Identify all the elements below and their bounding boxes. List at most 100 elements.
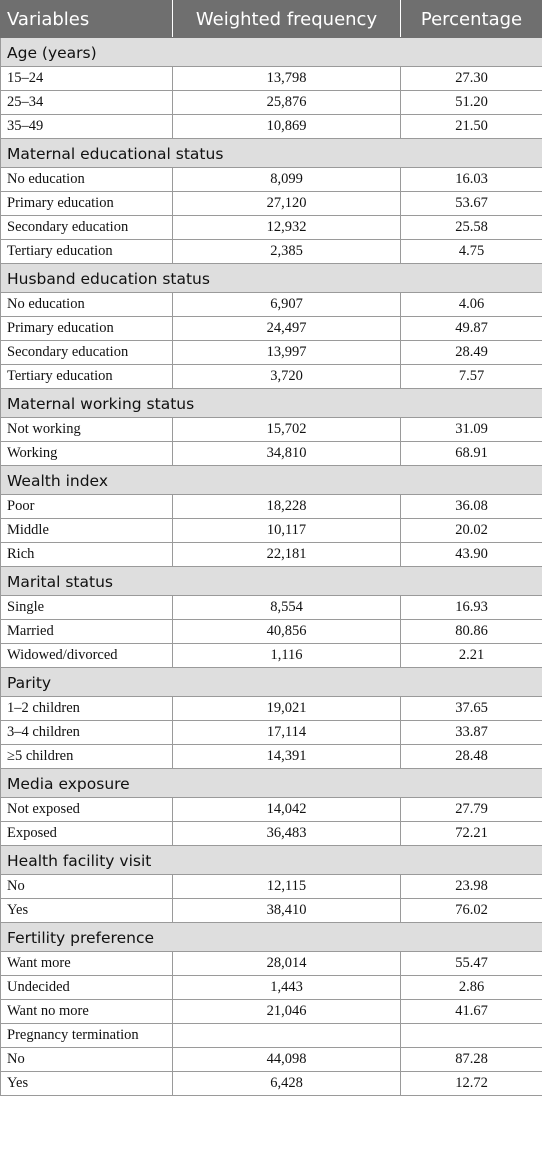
weighted-frequency-cell: 14,042 [172, 797, 401, 822]
header-variables: Variables [0, 0, 173, 38]
section-label: Fertility preference [0, 922, 542, 952]
table-row: Widowed/divorced 1,116 2.21 [0, 643, 542, 668]
weighted-frequency-cell: 13,798 [172, 66, 401, 91]
variable-label: Tertiary education [0, 364, 173, 389]
table-row: 25–34 25,876 51.20 [0, 90, 542, 115]
table-row: Primary education 27,120 53.67 [0, 191, 542, 216]
percentage-cell: 80.86 [400, 619, 542, 644]
variable-label: Not working [0, 417, 173, 442]
weighted-frequency-cell: 18,228 [172, 494, 401, 519]
percentage-cell: 87.28 [400, 1047, 542, 1072]
variable-label: Primary education [0, 191, 173, 216]
table-row: Want more 28,014 55.47 [0, 951, 542, 976]
section-header-row: Wealth index [0, 465, 542, 495]
table-row: No 44,098 87.28 [0, 1047, 542, 1072]
table-row: Undecided 1,443 2.86 [0, 975, 542, 1000]
variable-label: Tertiary education [0, 239, 173, 264]
weighted-frequency-cell: 21,046 [172, 999, 401, 1024]
table-row: Poor 18,228 36.08 [0, 494, 542, 519]
variable-label: 25–34 [0, 90, 173, 115]
table-row: ≥5 children 14,391 28.48 [0, 744, 542, 769]
weighted-frequency-cell: 14,391 [172, 744, 401, 769]
section-header-row: Media exposure [0, 768, 542, 798]
section-label: Marital status [0, 566, 542, 596]
table-row: Yes 6,428 12.72 [0, 1071, 542, 1096]
weighted-frequency-cell: 22,181 [172, 542, 401, 567]
table-row: Tertiary education 2,385 4.75 [0, 239, 542, 264]
percentage-cell: 53.67 [400, 191, 542, 216]
table-row: Pregnancy termination [0, 1023, 542, 1048]
table-row: Middle 10,117 20.02 [0, 518, 542, 543]
percentage-cell: 36.08 [400, 494, 542, 519]
percentage-cell: 4.06 [400, 292, 542, 317]
percentage-cell: 37.65 [400, 696, 542, 721]
percentage-cell: 27.30 [400, 66, 542, 91]
percentage-cell: 68.91 [400, 441, 542, 466]
table-row: 15–24 13,798 27.30 [0, 66, 542, 91]
table-row: Yes 38,410 76.02 [0, 898, 542, 923]
variable-label: Want more [0, 951, 173, 976]
percentage-cell: 43.90 [400, 542, 542, 567]
percentage-cell: 72.21 [400, 821, 542, 846]
percentage-cell: 27.79 [400, 797, 542, 822]
table-body: Age (years) 15–24 13,798 27.30 25–34 25,876 51… [0, 37, 542, 1096]
variable-label: Yes [0, 898, 173, 923]
percentage-cell: 21.50 [400, 114, 542, 139]
variable-label: Working [0, 441, 173, 466]
section-header-row: Fertility preference [0, 922, 542, 952]
table-row: Not working 15,702 31.09 [0, 417, 542, 442]
variable-label: Poor [0, 494, 173, 519]
section-label: Parity [0, 667, 542, 697]
table-row: Tertiary education 3,720 7.57 [0, 364, 542, 389]
weighted-frequency-cell: 24,497 [172, 316, 401, 341]
section-label: Maternal educational status [0, 138, 542, 168]
percentage-cell: 4.75 [400, 239, 542, 264]
table-row: Rich 22,181 43.90 [0, 542, 542, 567]
header-weighted-frequency: Weighted frequency [172, 0, 401, 38]
variable-label: 15–24 [0, 66, 173, 91]
percentage-cell: 16.93 [400, 595, 542, 620]
variable-label: Widowed/divorced [0, 643, 173, 668]
variable-label: 35–49 [0, 114, 173, 139]
weighted-frequency-cell: 38,410 [172, 898, 401, 923]
variable-label: 1–2 children [0, 696, 173, 721]
section-label: Health facility visit [0, 845, 542, 875]
variable-label: No [0, 874, 173, 899]
weighted-frequency-cell: 27,120 [172, 191, 401, 216]
percentage-cell [400, 1023, 542, 1048]
percentage-cell: 31.09 [400, 417, 542, 442]
section-header-row: Maternal educational status [0, 138, 542, 168]
table-row: Want no more 21,046 41.67 [0, 999, 542, 1024]
variable-label: Pregnancy termination [0, 1023, 173, 1048]
weighted-frequency-cell: 15,702 [172, 417, 401, 442]
section-label: Wealth index [0, 465, 542, 495]
table-row: Not exposed 14,042 27.79 [0, 797, 542, 822]
section-label: Age (years) [0, 37, 542, 67]
percentage-cell: 2.86 [400, 975, 542, 1000]
percentage-cell: 28.48 [400, 744, 542, 769]
percentage-cell: 41.67 [400, 999, 542, 1024]
table-row: Secondary education 12,932 25.58 [0, 215, 542, 240]
table-row: 3–4 children 17,114 33.87 [0, 720, 542, 745]
weighted-frequency-cell: 44,098 [172, 1047, 401, 1072]
table-row: 1–2 children 19,021 37.65 [0, 696, 542, 721]
section-label: Husband education status [0, 263, 542, 293]
weighted-frequency-cell: 10,117 [172, 518, 401, 543]
section-header-row: Health facility visit [0, 845, 542, 875]
variable-label: Want no more [0, 999, 173, 1024]
variable-label: No education [0, 292, 173, 317]
percentage-cell: 23.98 [400, 874, 542, 899]
weighted-frequency-cell: 25,876 [172, 90, 401, 115]
percentage-cell: 28.49 [400, 340, 542, 365]
variable-label: Middle [0, 518, 173, 543]
variable-label: Secondary education [0, 215, 173, 240]
percentage-cell: 55.47 [400, 951, 542, 976]
variable-label: Married [0, 619, 173, 644]
table-row: Secondary education 13,997 28.49 [0, 340, 542, 365]
weighted-frequency-cell: 40,856 [172, 619, 401, 644]
table-row: Primary education 24,497 49.87 [0, 316, 542, 341]
weighted-frequency-cell: 8,099 [172, 167, 401, 192]
section-label: Maternal working status [0, 388, 542, 418]
table-row: Married 40,856 80.86 [0, 619, 542, 644]
section-header-row: Age (years) [0, 37, 542, 67]
